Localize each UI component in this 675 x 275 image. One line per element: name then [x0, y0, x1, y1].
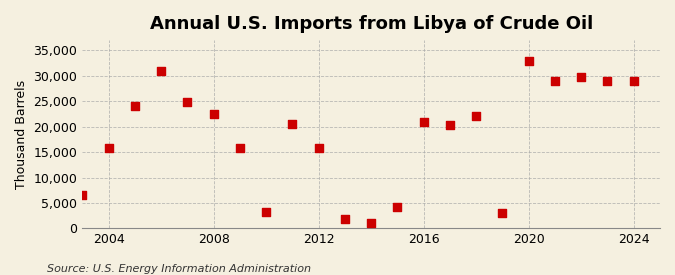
- Point: [156, 68, 167, 73]
- Point: [340, 217, 350, 221]
- Point: [103, 146, 114, 150]
- Point: [130, 104, 140, 108]
- Point: [418, 119, 429, 124]
- Point: [77, 193, 88, 197]
- Point: [313, 146, 324, 150]
- Point: [182, 100, 193, 104]
- Y-axis label: Thousand Barrels: Thousand Barrels: [15, 80, 28, 189]
- Point: [392, 204, 403, 209]
- Point: [234, 146, 245, 150]
- Point: [523, 59, 534, 64]
- Point: [470, 114, 481, 119]
- Point: [576, 75, 587, 79]
- Point: [208, 112, 219, 117]
- Point: [261, 210, 271, 214]
- Point: [445, 123, 456, 127]
- Point: [366, 221, 377, 226]
- Point: [602, 79, 613, 83]
- Point: [287, 122, 298, 126]
- Point: [497, 210, 508, 215]
- Text: Source: U.S. Energy Information Administration: Source: U.S. Energy Information Administ…: [47, 264, 311, 274]
- Point: [628, 79, 639, 83]
- Title: Annual U.S. Imports from Libya of Crude Oil: Annual U.S. Imports from Libya of Crude …: [150, 15, 593, 33]
- Point: [549, 79, 560, 83]
